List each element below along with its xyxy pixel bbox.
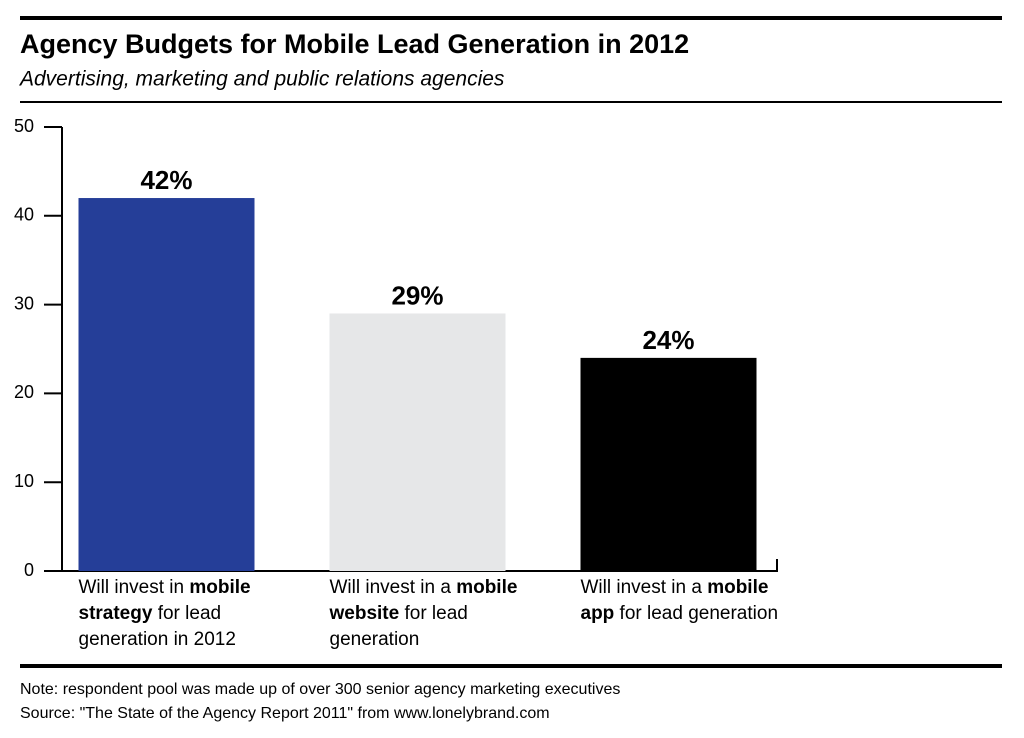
value-label: 29%	[391, 280, 443, 310]
x-tick-label: Will invest in mobile strategy for lead …	[78, 577, 251, 650]
y-tick-label: 30	[14, 293, 34, 313]
bar	[78, 198, 255, 572]
chart-title: Agency Budgets for Mobile Lead Generatio…	[20, 29, 689, 59]
y-tick-label: 40	[14, 205, 34, 225]
value-label: 42%	[140, 165, 192, 195]
chart-subtitle: Advertising, marketing and public relati…	[18, 68, 505, 91]
sub-rule	[20, 101, 1002, 103]
bar	[329, 313, 506, 571]
y-tick-label: 50	[14, 116, 34, 136]
source: Source: "The State of the Agency Report …	[20, 705, 550, 722]
y-tick-label: 10	[14, 471, 34, 491]
x-tick-label: Will invest in a mobile website for lead…	[329, 577, 518, 650]
x-tick-label: Will invest in a mobile app for lead gen…	[580, 577, 779, 624]
y-tick-label: 0	[24, 560, 34, 580]
top-rule	[20, 16, 1002, 20]
y-tick-label: 20	[14, 382, 34, 402]
bar	[580, 357, 757, 571]
bottom-rule	[20, 664, 1002, 668]
value-label: 24%	[642, 325, 694, 355]
note: Note: respondent pool was made up of ove…	[20, 681, 620, 698]
